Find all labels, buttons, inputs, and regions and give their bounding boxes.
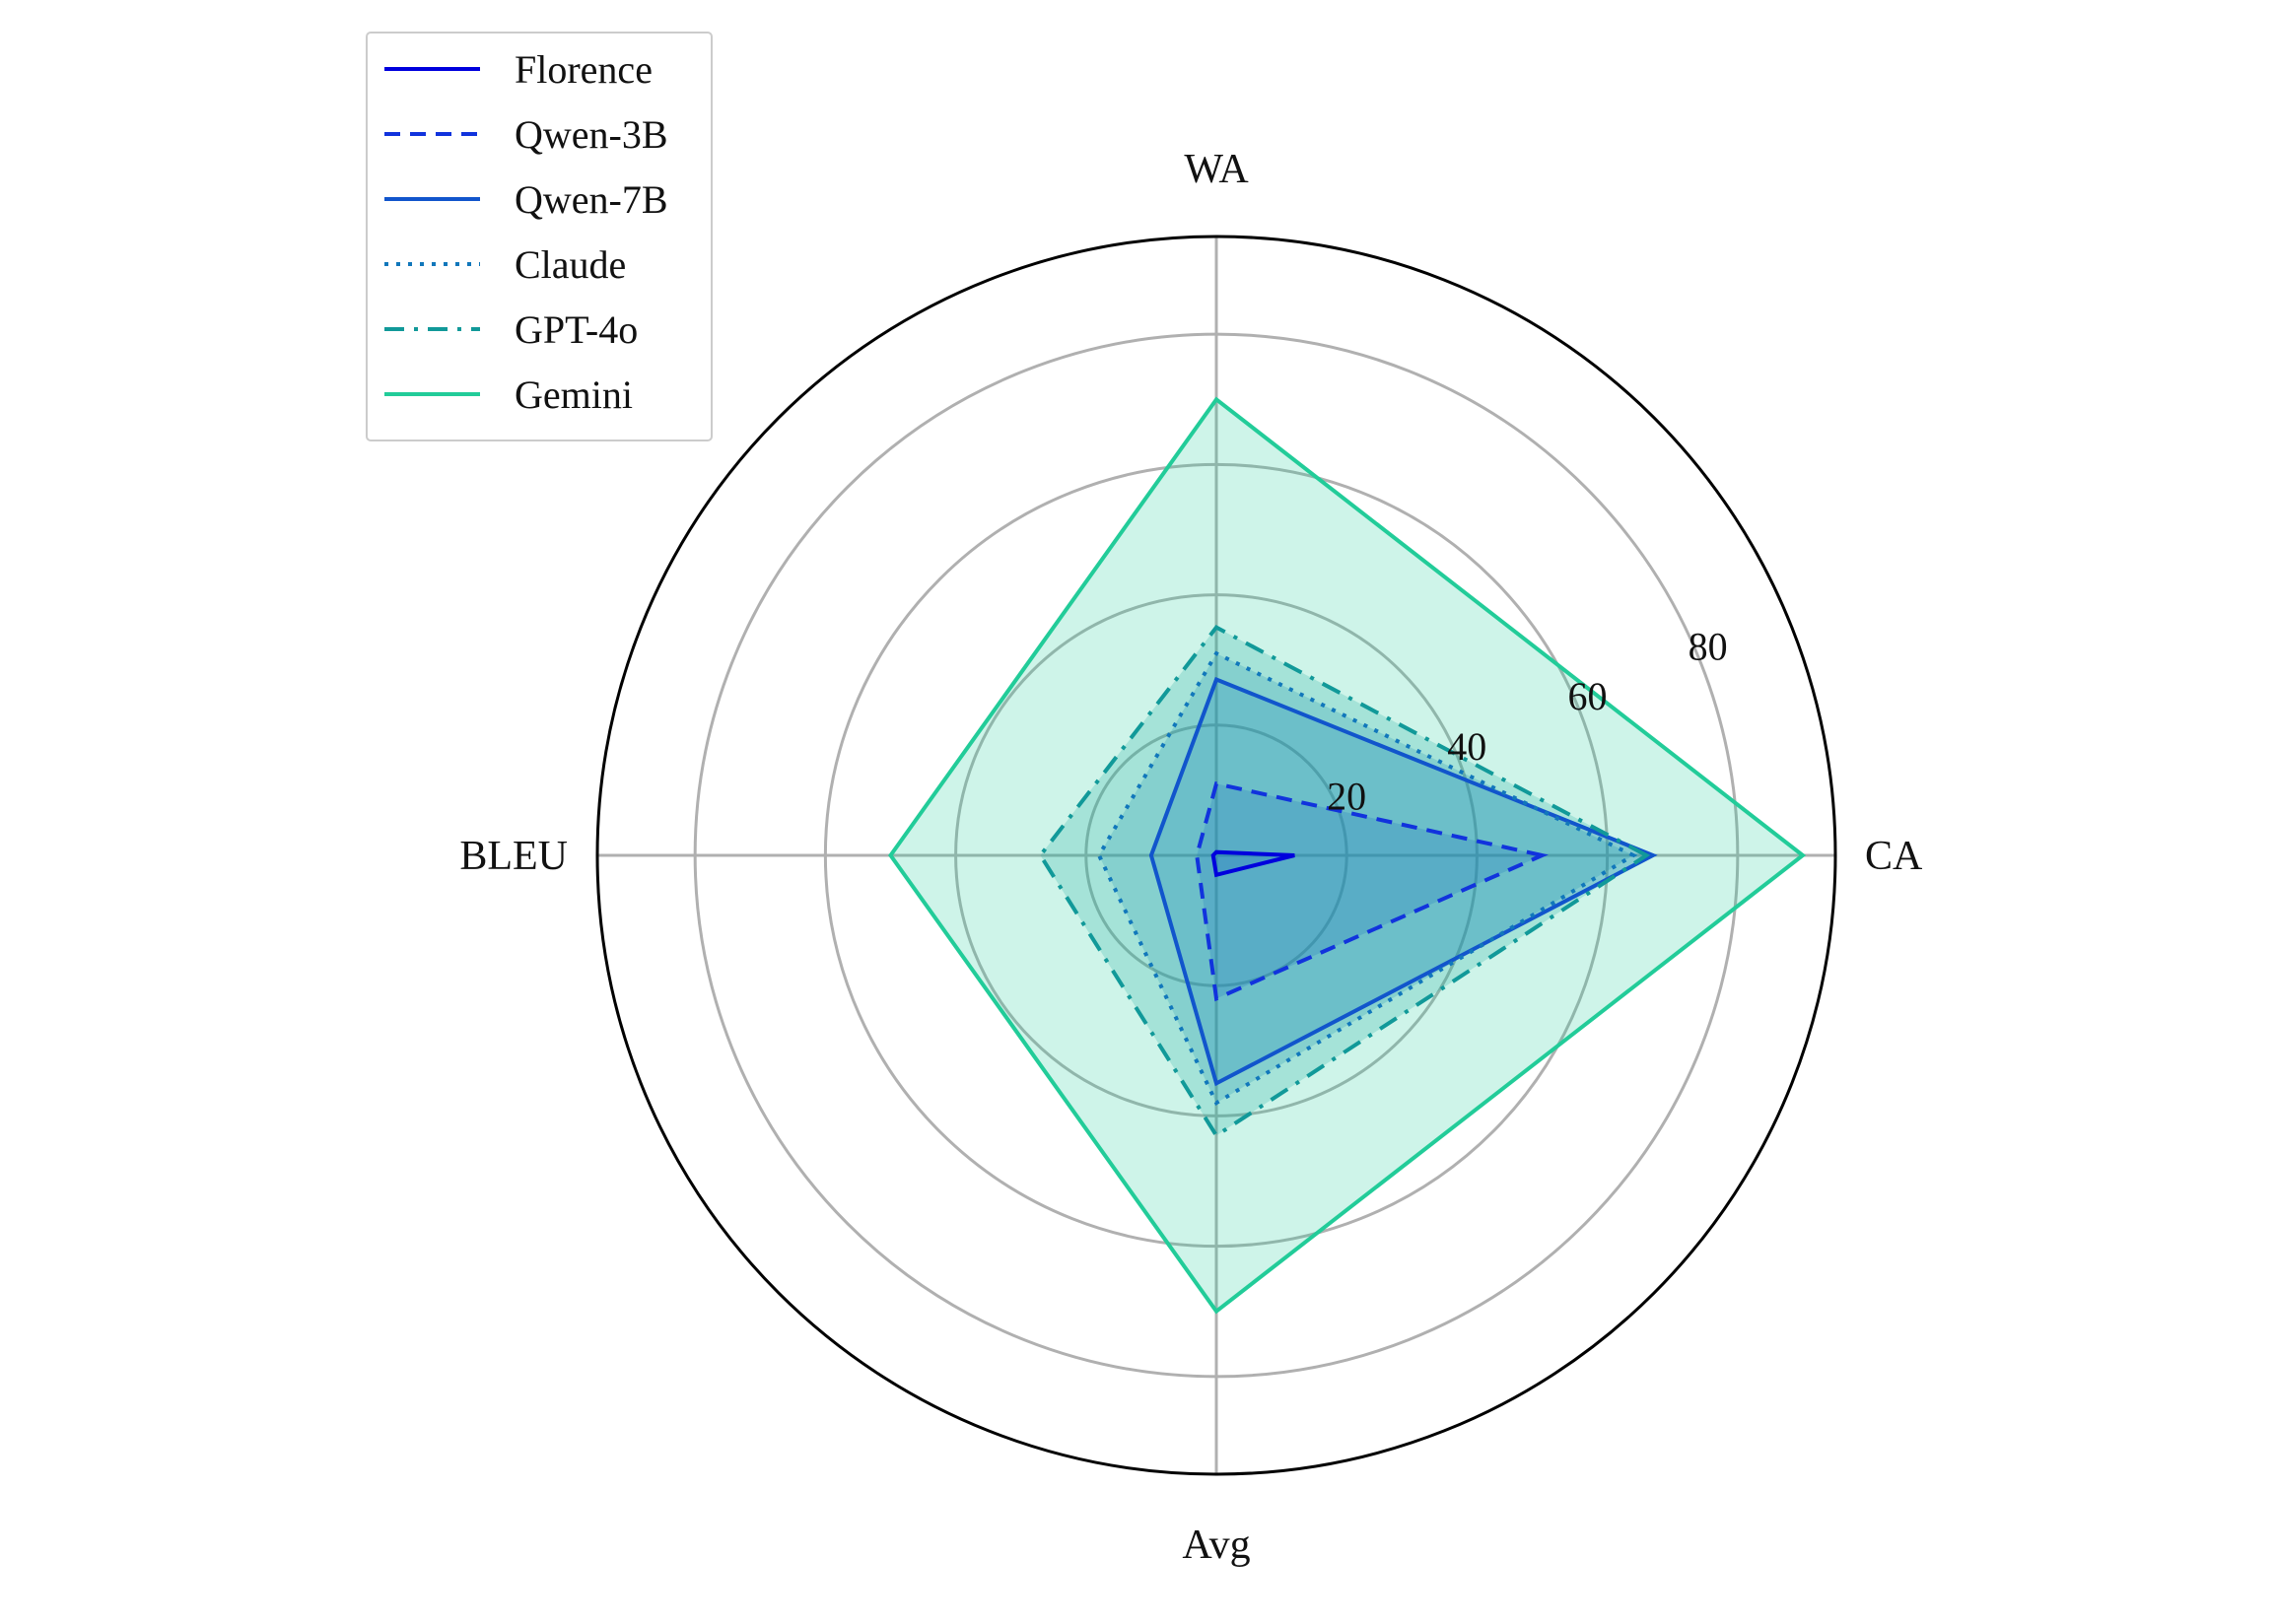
- legend: Florence Qwen-3B Qwen-7B Claude GPT-4o Gemini: [366, 32, 713, 441]
- legend-label-claude: Claude: [515, 242, 626, 287]
- series-line-qwen-3b: [1195, 780, 1549, 1002]
- r-tick-label-20: 20: [1327, 774, 1366, 818]
- axis-label-bleu: BLEU: [459, 834, 568, 879]
- series-line-florence: [1210, 849, 1295, 878]
- axis-label-avg: Avg: [1182, 1522, 1250, 1568]
- outer-circle: [595, 235, 1837, 1476]
- grid-layer: [595, 235, 1837, 1476]
- label-layer: 20 40 60 80 CA WA BLEU Avg: [459, 147, 1923, 1568]
- series-fill-qwen-7b: [1150, 679, 1653, 1084]
- legend-label-florence: Florence: [515, 47, 653, 92]
- legend-box: [366, 32, 713, 441]
- r-tick-label-40: 40: [1447, 724, 1486, 769]
- series-fill-gemini: [890, 399, 1803, 1312]
- r-tick-label-60: 60: [1567, 674, 1607, 718]
- legend-label-gpt-4o: GPT-4o: [515, 307, 638, 352]
- series-line-qwen-7b: [1148, 676, 1658, 1087]
- axis-label-ca: CA: [1865, 834, 1923, 879]
- legend-label-qwen-7b: Qwen-7B: [515, 177, 668, 222]
- legend-label-gemini: Gemini: [515, 372, 633, 417]
- axis-label-wa: WA: [1184, 147, 1249, 192]
- series-fill-gpt-4o: [1040, 627, 1647, 1136]
- series-layer: [888, 396, 1807, 1315]
- series-line-claude: [1096, 650, 1638, 1107]
- series-line-gemini: [888, 396, 1807, 1315]
- legend-label-qwen-3b: Qwen-3B: [515, 112, 668, 157]
- r-tick-label-80: 80: [1689, 625, 1728, 669]
- series-line-gpt-4o: [1038, 625, 1651, 1139]
